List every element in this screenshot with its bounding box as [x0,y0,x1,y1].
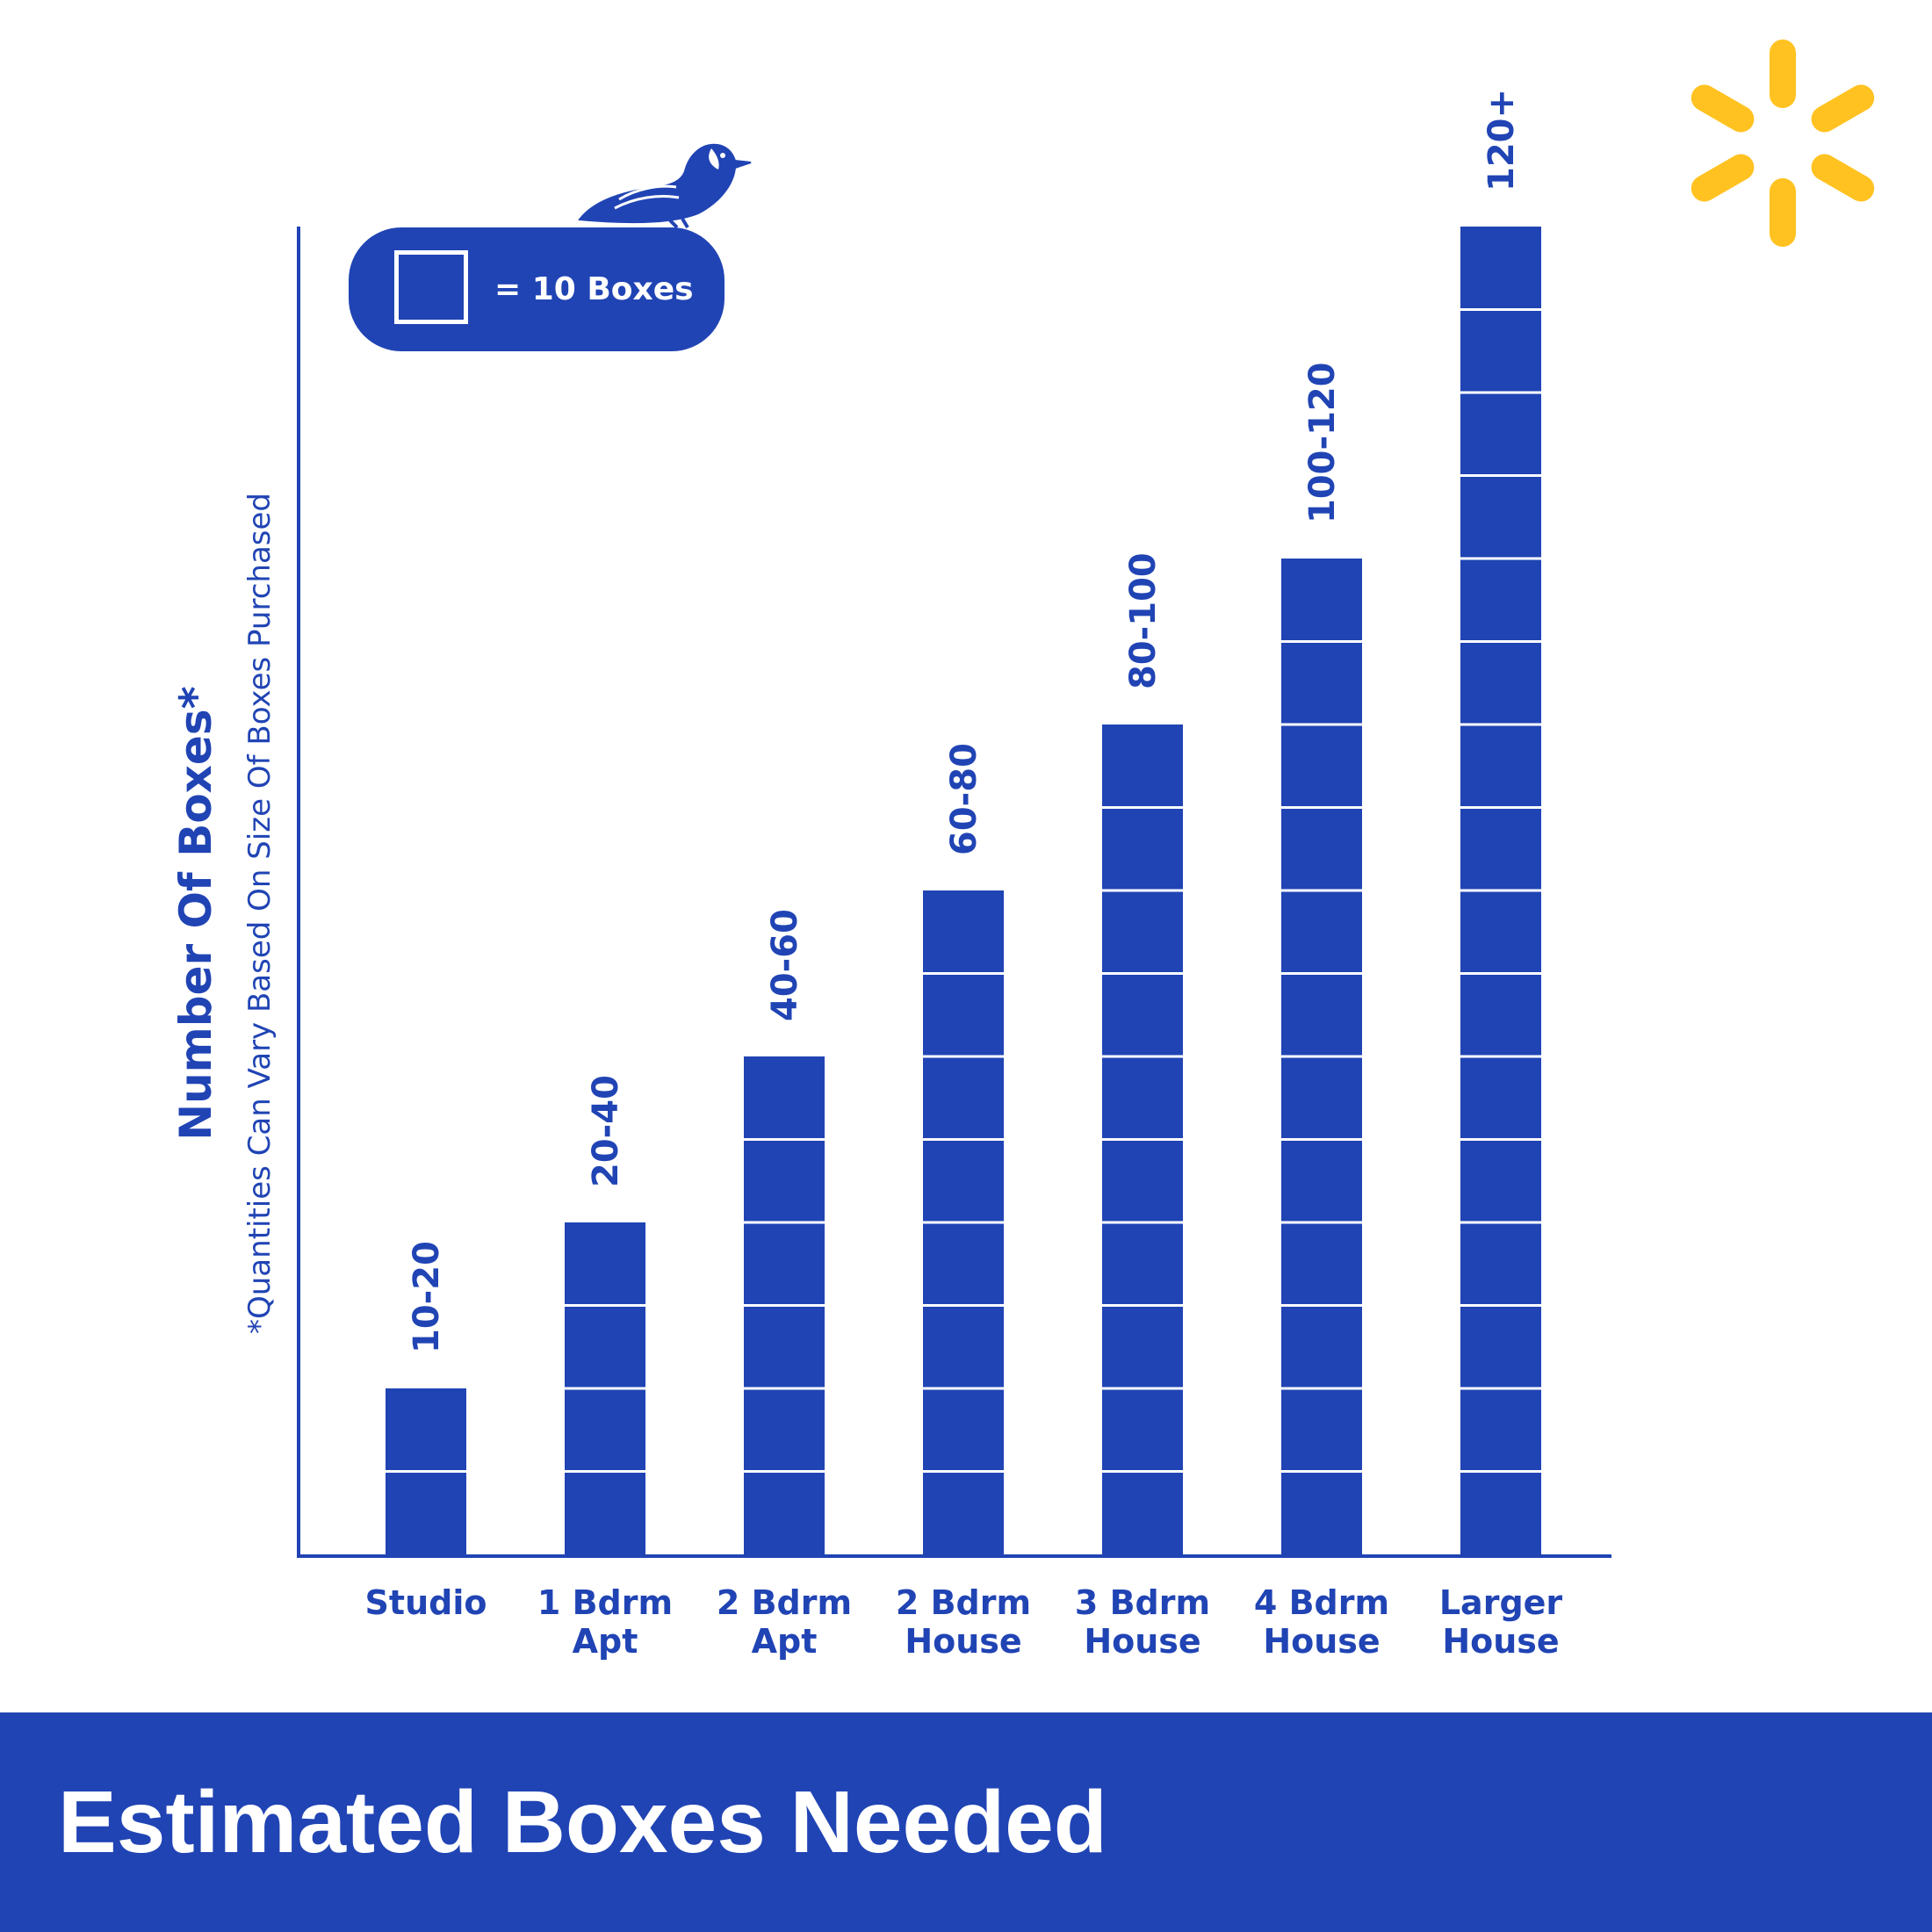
category-label-2-line-0: 2 Bdrm [717,1583,852,1622]
spark-petal [1690,154,1755,202]
category-label-6-line-1: House [1442,1622,1559,1661]
category-label-2: 2 Bdrm Apt [717,1583,852,1661]
category-label-4: 3 Bdrm House [1075,1583,1210,1661]
legend-swatch [394,250,468,324]
chart-title: Estimated Boxes Needed [58,1773,1107,1871]
category-label-6: Larger House [1439,1583,1563,1661]
category-label-3-line-0: 2 Bdrm [896,1583,1031,1622]
category-label-5-line-0: 4 Bdrm [1254,1583,1389,1622]
value-label-0: 10-20 [407,1241,447,1353]
category-label-1: 1 Bdrm Apt [537,1583,673,1661]
value-label-5: 100-120 [1302,362,1343,523]
category-label-5: 4 Bdrm House [1254,1583,1389,1661]
category-label-4-line-0: 3 Bdrm [1075,1583,1210,1622]
value-label-1: 20-40 [586,1075,626,1187]
category-label-5-line-1: House [1263,1622,1380,1661]
spark-logo-icon [1690,40,1875,247]
value-label-6: 120+ [1481,89,1522,191]
category-label-4-line-1: House [1084,1622,1200,1661]
spark-petal [1690,84,1755,133]
value-label-3: 60-80 [944,743,984,855]
y-axis-title: Number Of Boxes* [170,686,221,1141]
category-label-1-line-1: Apt [573,1622,638,1661]
category-label-6-line-0: Larger [1439,1583,1563,1622]
spark-petal [1811,84,1875,133]
spark-petal [1770,178,1796,247]
category-label-3-line-1: House [905,1622,1021,1661]
category-label-0-line-0: Studio [365,1583,487,1622]
value-label-4: 80-100 [1123,552,1164,689]
spark-petal [1770,40,1796,108]
bar-chart: 10-20 20-40 40-60 60-80 80-100 100-120 120+ St… [297,89,1611,1661]
bird-icon [578,143,752,229]
footer-banner: Estimated Boxes Needed [0,1712,1932,1932]
legend: = 10 Boxes [349,227,724,351]
value-label-2: 40-60 [765,909,805,1021]
category-label-0: Studio [365,1583,487,1622]
spark-petal [1811,154,1875,202]
category-label-1-line-0: 1 Bdrm [537,1583,673,1622]
category-label-3: 2 Bdrm House [896,1583,1031,1661]
category-label-2-line-1: Apt [752,1622,818,1661]
legend-label: = 10 Boxes [494,271,694,307]
y-axis-note: *Quantities Can Vary Based On Size Of Bo… [242,493,278,1334]
